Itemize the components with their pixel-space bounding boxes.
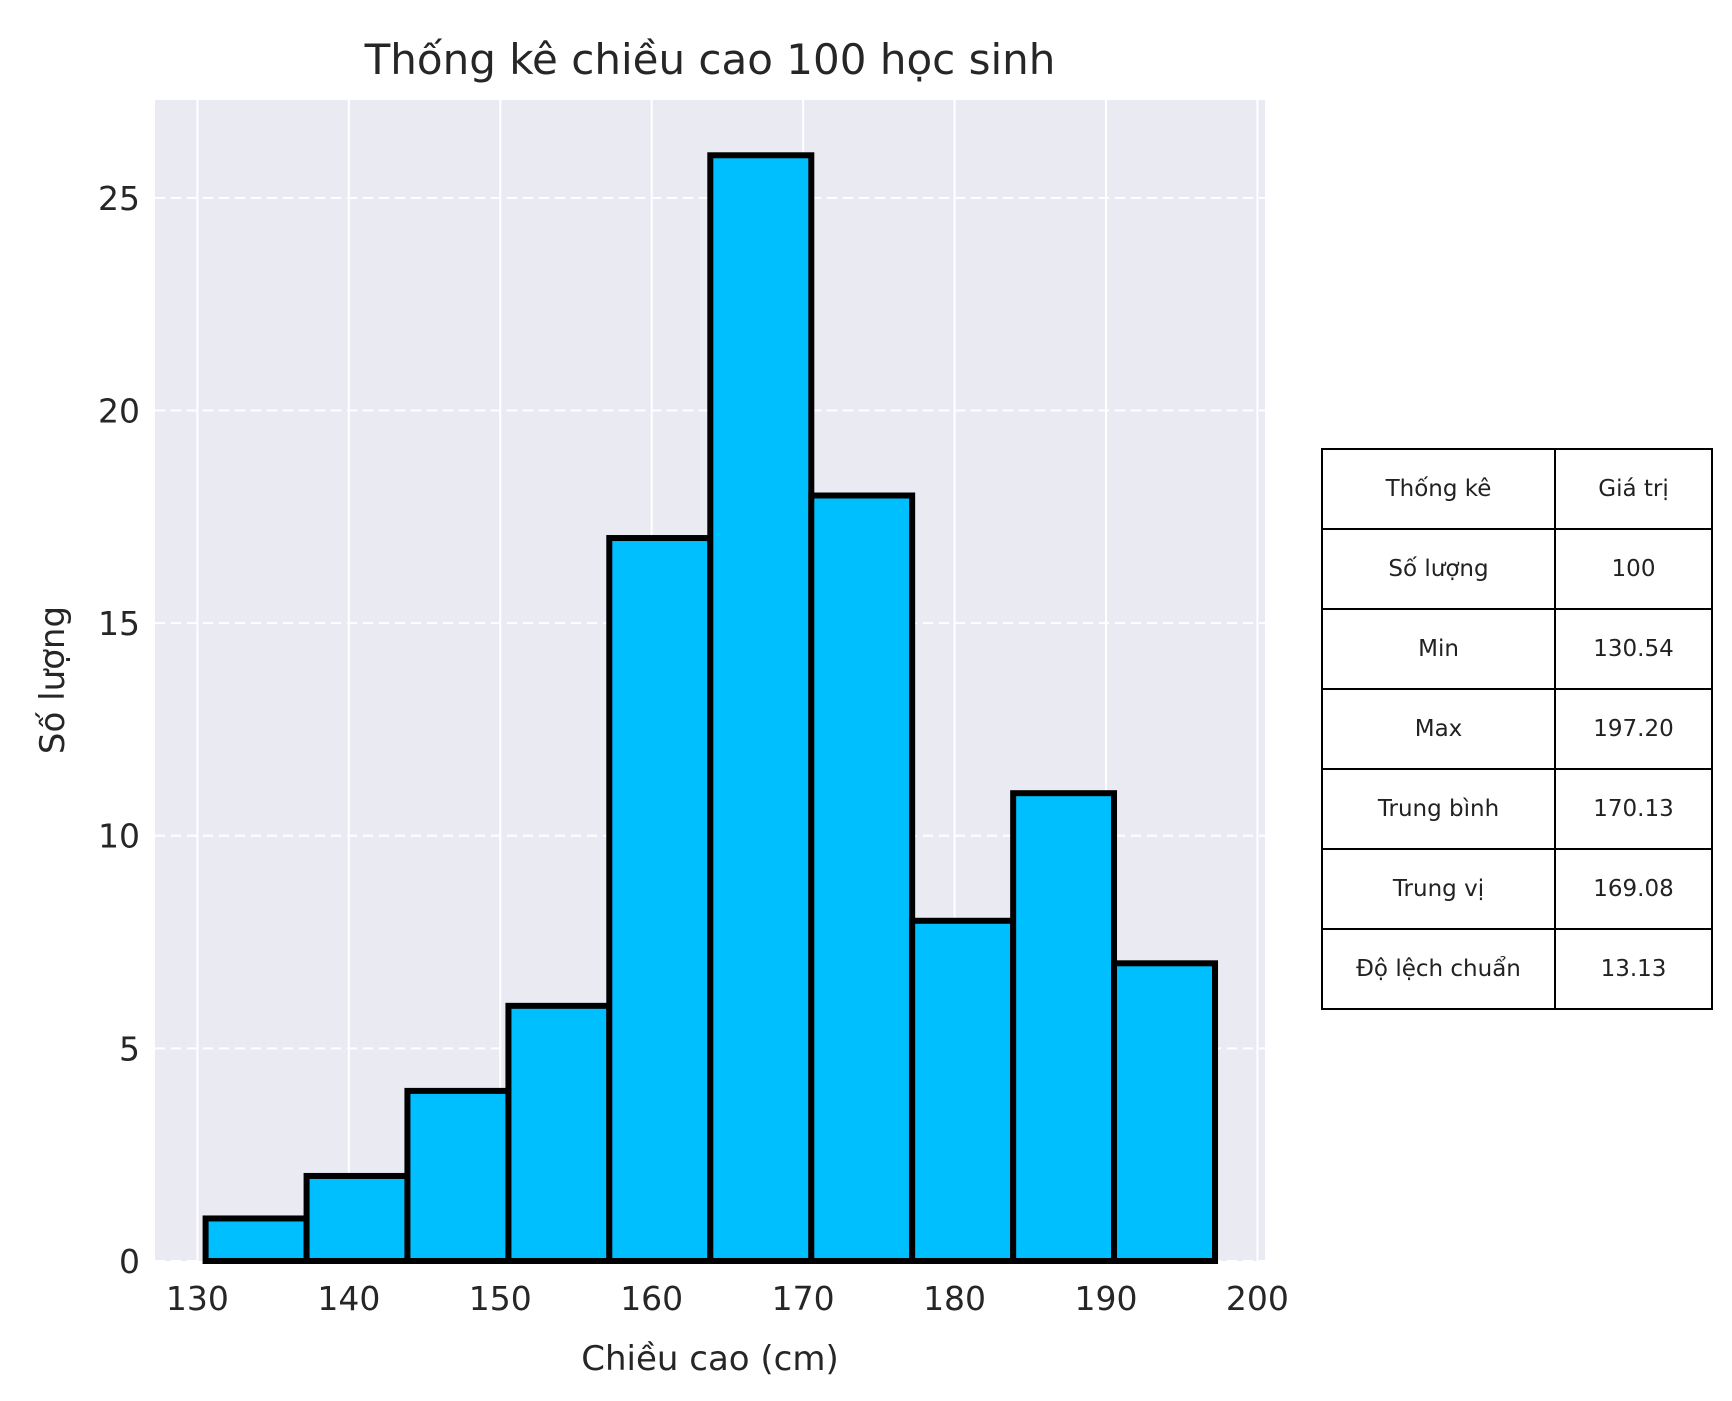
y-tick-label: 10 [98, 817, 140, 856]
x-tick-label: 150 [469, 1279, 532, 1318]
stat-name-cell: Trung vị [1321, 848, 1556, 930]
x-tick-label: 140 [317, 1279, 380, 1318]
x-tick-labels: 130 140 150 160 170 180 190 200 [166, 1279, 1289, 1318]
histogram-bar [202, 1215, 310, 1265]
stat-value-cell: 169.08 [1554, 848, 1713, 930]
stat-name-cell: Số lượng [1321, 528, 1556, 610]
y-tick-label: 25 [98, 179, 140, 218]
x-tick-label: 160 [620, 1279, 683, 1318]
y-axis-label: Số lượng [33, 606, 73, 754]
table-row: Max 197.20 [1321, 688, 1713, 770]
x-tick-label: 200 [1226, 1279, 1289, 1318]
stats-table: Thống kê Giá trị Số lượng 100 Min 130.54 Max 19… [1321, 448, 1713, 1010]
table-row: Trung vị 169.08 [1321, 848, 1713, 930]
table-row: Độ lệch chuẩn 13.13 [1321, 928, 1713, 1010]
stat-name-cell: Thống kê [1321, 448, 1556, 530]
chart-title: Thống kê chiều cao 100 học sinh [364, 35, 1056, 84]
stat-value-cell: 170.13 [1554, 768, 1713, 850]
x-tick-label: 170 [772, 1279, 835, 1318]
x-axis-label: Chiều cao (cm) [581, 1339, 839, 1379]
histogram-chart: 130 140 150 160 170 180 190 200 0 5 10 15 20 25 Thốn… [33, 35, 1289, 1379]
bars [202, 152, 1219, 1265]
histogram-bar [404, 1087, 512, 1265]
y-tick-label: 5 [119, 1029, 140, 1068]
stat-value-cell: 130.54 [1554, 608, 1713, 690]
histogram-bar [1111, 960, 1219, 1264]
histogram-bar [505, 1002, 613, 1264]
stat-value-cell: 100 [1554, 528, 1713, 610]
histogram-bar [808, 492, 916, 1264]
histogram-bar [909, 917, 1017, 1264]
stat-name-cell: Trung bình [1321, 768, 1556, 850]
histogram-bar [303, 1172, 411, 1265]
table-header-row: Thống kê Giá trị [1321, 448, 1713, 530]
x-tick-label: 130 [166, 1279, 229, 1318]
stat-value-cell: 197.20 [1554, 688, 1713, 770]
histogram-bar [1010, 790, 1118, 1264]
stat-value-cell: Giá trị [1554, 448, 1713, 530]
y-tick-label: 20 [98, 391, 140, 430]
y-tick-labels: 0 5 10 15 20 25 [98, 179, 140, 1281]
stat-name-cell: Min [1321, 608, 1556, 690]
stat-value-cell: 13.13 [1554, 928, 1713, 1010]
table-row: Trung bình 170.13 [1321, 768, 1713, 850]
stat-name-cell: Max [1321, 688, 1556, 770]
table-row: Số lượng 100 [1321, 528, 1713, 610]
x-tick-label: 180 [923, 1279, 986, 1318]
y-tick-label: 0 [119, 1242, 140, 1281]
histogram-bar [606, 535, 714, 1264]
table-row: Min 130.54 [1321, 608, 1713, 690]
x-tick-label: 190 [1074, 1279, 1137, 1318]
histogram-bar [707, 152, 815, 1264]
y-tick-label: 15 [98, 604, 140, 643]
stat-name-cell: Độ lệch chuẩn [1321, 928, 1556, 1010]
